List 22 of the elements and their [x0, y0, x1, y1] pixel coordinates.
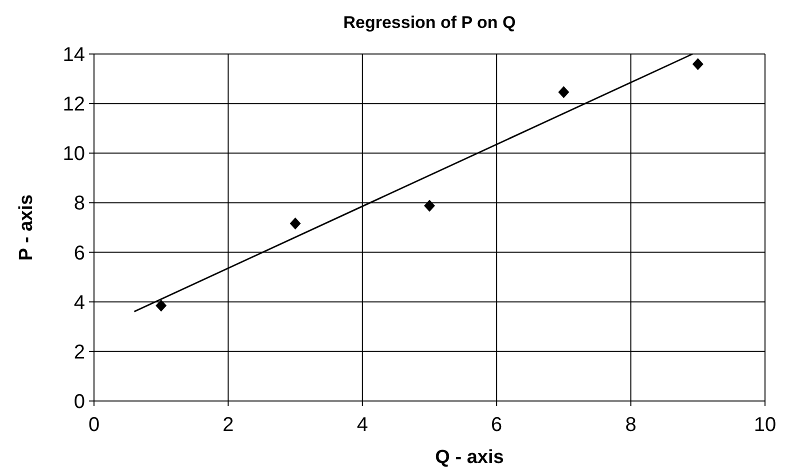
y-tick-label: 4: [74, 292, 85, 314]
x-tick-label: 0: [88, 414, 100, 436]
y-tick-label: 0: [74, 391, 85, 413]
point: [290, 218, 301, 230]
point: [424, 200, 435, 212]
y-tick-label: 12: [62, 94, 85, 116]
x-tick-label: 10: [754, 414, 776, 436]
point: [156, 300, 167, 312]
y-axis-title: P - axis: [16, 194, 37, 261]
point: [558, 86, 570, 98]
x-tick-label: 6: [491, 414, 502, 436]
x-tick-label: 2: [222, 414, 234, 436]
point: [692, 58, 704, 70]
y-tick-label: 8: [74, 192, 85, 215]
y-tick-label: 2: [74, 341, 85, 364]
y-tick-label: 14: [62, 44, 85, 66]
x-tick-label: 4: [356, 414, 368, 436]
x-tick-label: 8: [625, 414, 636, 436]
chart-title: Regression of P on Q: [343, 13, 516, 32]
x-axis-title: Q - axis: [435, 447, 504, 468]
y-tick-label: 10: [62, 143, 85, 166]
y-tick-label: 6: [74, 242, 85, 264]
